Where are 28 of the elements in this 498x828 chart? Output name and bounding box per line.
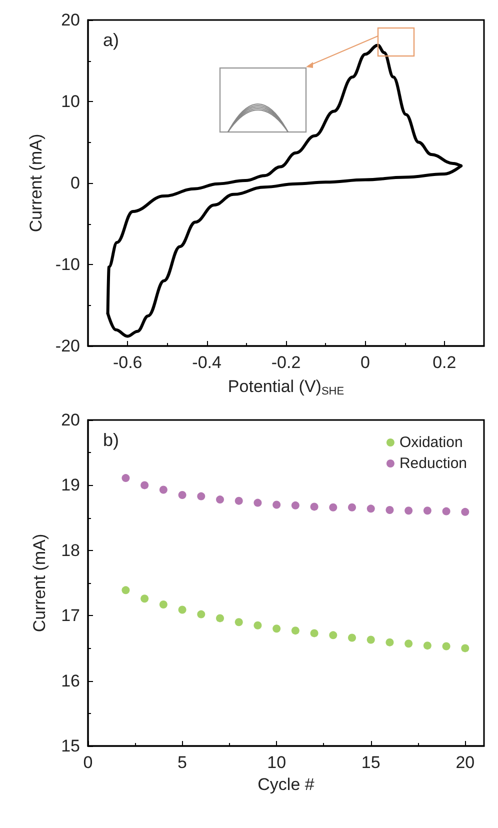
legend-label: Reduction (399, 455, 468, 472)
y-tick-label: 20 (61, 410, 80, 430)
y-tick-label: 18 (61, 540, 80, 560)
x-axis-title: Cycle # (258, 775, 315, 794)
x-tick-label: -0.6 (112, 353, 142, 372)
x-tick-label: 0 (360, 353, 370, 372)
x-tick-label: 10 (267, 753, 286, 772)
y-tick-label: 16 (61, 671, 80, 690)
x-tick-label: 5 (178, 753, 188, 772)
text: b) (103, 430, 120, 450)
legend-label: Oxidation (399, 434, 463, 451)
x-tick-label: -0.2 (271, 353, 301, 372)
y-tick-label: 17 (61, 606, 80, 626)
text: a) (103, 30, 120, 50)
x-tick-label: 15 (361, 753, 380, 772)
y-axis-title: Current (mA) (30, 534, 49, 632)
y-tick-label: -20 (55, 336, 80, 356)
x-tick-label: -0.4 (192, 353, 222, 372)
y-tick-label: 20 (61, 10, 80, 30)
y-tick-label: 19 (61, 476, 80, 495)
y-axis-title: Current (mA) (26, 134, 46, 232)
y-tick-label: -10 (55, 255, 80, 274)
y-tick-label: 15 (61, 736, 80, 756)
x-tick-label: 0 (83, 753, 93, 772)
x-tick-label: 0.2 (432, 353, 456, 372)
y-tick-label: 0 (70, 174, 80, 192)
y-tick-label: 10 (61, 92, 80, 111)
x-tick-label: 20 (456, 753, 475, 772)
